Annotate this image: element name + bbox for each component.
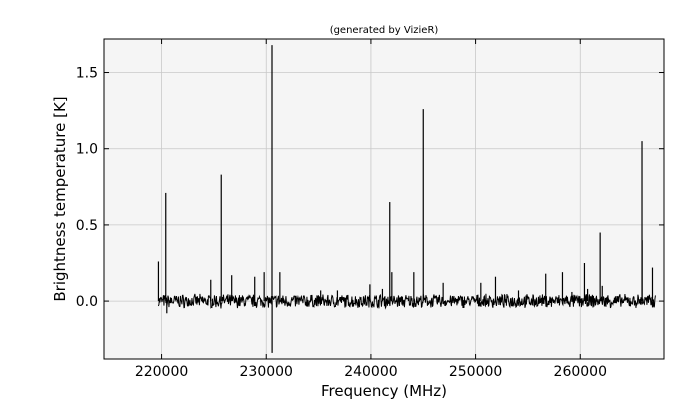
x-tick-label: 230000 (240, 364, 293, 380)
x-tick-label: 260000 (554, 364, 607, 380)
spectrum-baseline (157, 293, 656, 310)
y-axis-label: Brightness temperature [K] (51, 96, 69, 301)
x-tick-label: 220000 (135, 364, 188, 380)
y-tick-label: 1.0 (76, 142, 98, 158)
axis-ticks: 220000 230000 240000 250000 260000 0.0 0.5 1.0 1… (76, 39, 664, 380)
y-tick-label: 0.5 (76, 218, 98, 234)
chart-title: (generated by VizieR) (330, 25, 439, 36)
plot-frame (103, 38, 665, 360)
x-tick-label: 240000 (344, 364, 397, 380)
y-tick-label: 1.5 (76, 66, 98, 82)
x-axis-label: Frequency (MHz) (321, 382, 447, 400)
spectrum-data (157, 45, 656, 353)
y-tick-label: 0.0 (76, 294, 98, 310)
x-tick-label: 250000 (449, 364, 502, 380)
